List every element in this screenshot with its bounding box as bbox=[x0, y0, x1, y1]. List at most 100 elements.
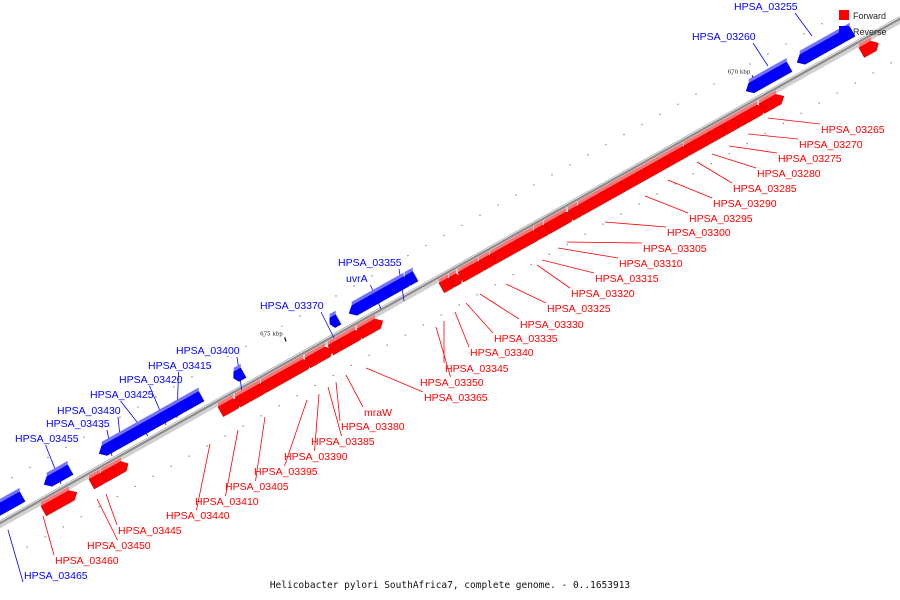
grid-dot bbox=[98, 506, 100, 508]
forward-leader-line bbox=[105, 493, 118, 526]
grid-dot bbox=[854, 82, 856, 84]
forward-gene-label: HPSA_03405 bbox=[225, 481, 289, 493]
reverse-gene-arrow bbox=[403, 271, 419, 286]
genome-backbone-highlight bbox=[0, 16, 900, 522]
reverse-gene-label: HPSA_03465 bbox=[24, 570, 88, 582]
forward-gene-top bbox=[260, 355, 303, 383]
forward-leader-line bbox=[255, 416, 266, 482]
grid-dot bbox=[47, 456, 49, 459]
grid-dot bbox=[587, 154, 589, 156]
reverse-gene-label: HPSA_03415 bbox=[148, 360, 212, 372]
forward-gene-label: HPSA_03325 bbox=[547, 303, 611, 315]
forward-leader-line bbox=[536, 264, 571, 289]
forward-gene-top bbox=[217, 394, 233, 408]
grid-dot bbox=[188, 455, 190, 457]
grid-dot bbox=[803, 33, 805, 35]
grid-dot bbox=[134, 485, 136, 488]
forward-leader-line bbox=[365, 367, 424, 393]
grid-dot bbox=[299, 315, 301, 317]
grid-dot bbox=[692, 173, 694, 175]
forward-leader-line bbox=[667, 179, 713, 199]
grid-dot bbox=[605, 144, 607, 146]
forward-gene-top bbox=[543, 208, 566, 225]
tick-label: 675 kbp bbox=[260, 331, 283, 337]
reverse-gene-label: HPSA_03435 bbox=[46, 418, 110, 430]
reverse-gene-arrow bbox=[233, 367, 247, 382]
forward-gene-label: HPSA_03290 bbox=[713, 198, 777, 210]
grid-dot bbox=[458, 304, 460, 306]
forward-gene-top bbox=[40, 486, 69, 507]
forward-leader-line bbox=[505, 283, 547, 304]
grid-dot bbox=[422, 324, 424, 326]
grid-dot bbox=[83, 436, 85, 438]
forward-leader-line bbox=[728, 145, 778, 154]
reverse-gene-top bbox=[46, 460, 68, 477]
forward-gene-label: HPSA_03390 bbox=[284, 451, 348, 463]
forward-gene-label: HPSA_03270 bbox=[799, 139, 863, 151]
grid-dot bbox=[620, 213, 622, 215]
forward-gene-label: HPSA_03350 bbox=[420, 377, 484, 389]
tick-label: 670 kbp bbox=[728, 70, 751, 76]
grid-dot bbox=[26, 546, 28, 548]
forward-gene-label: HPSA_03460 bbox=[55, 555, 119, 567]
forward-leader-line bbox=[767, 117, 821, 125]
grid-dot bbox=[872, 72, 874, 74]
grid-dot bbox=[785, 43, 787, 45]
grid-dot bbox=[530, 263, 532, 266]
reverse-gene-arrow bbox=[98, 437, 122, 456]
reverse-gene-label: HPSA_03255 bbox=[734, 1, 798, 13]
reverse-gene-top bbox=[101, 434, 116, 446]
grid-dot bbox=[533, 184, 535, 186]
grid-dot bbox=[389, 265, 391, 267]
reverse-gene-arrow bbox=[348, 276, 410, 316]
reverse-gene-top bbox=[0, 487, 20, 503]
forward-gene-label: HPSA_03330 bbox=[520, 319, 584, 331]
grid-dot bbox=[11, 477, 13, 479]
forward-gene-label: HPSA_03285 bbox=[733, 183, 797, 195]
forward-leader-line bbox=[465, 302, 494, 334]
forward-gene-top bbox=[109, 457, 121, 468]
grid-dot bbox=[767, 53, 769, 55]
forward-gene-top bbox=[448, 269, 456, 278]
legend: Forward Reverse bbox=[839, 10, 887, 37]
grid-dot bbox=[728, 152, 730, 155]
forward-gene-label: HPSA_03265 bbox=[821, 124, 885, 136]
forward-leader-line bbox=[696, 161, 733, 184]
reverse-gene-top bbox=[799, 22, 850, 55]
grid-dot bbox=[569, 164, 571, 166]
grid-dot bbox=[173, 386, 175, 388]
grid-dot bbox=[602, 223, 604, 225]
grid-dot bbox=[317, 305, 319, 307]
forward-leader-line bbox=[284, 399, 308, 467]
forward-gene-label: HPSA_03320 bbox=[571, 288, 635, 300]
forward-gene-arrow bbox=[40, 490, 78, 517]
grid-dot bbox=[353, 285, 355, 287]
forward-gene-label: HPSA_03310 bbox=[619, 258, 683, 270]
grid-dot bbox=[29, 466, 31, 469]
reverse-gene-top bbox=[114, 415, 149, 439]
forward-gene-label: HPSA_03280 bbox=[757, 168, 821, 180]
reverse-gene-label: HPSA_03455 bbox=[15, 433, 79, 445]
reverse-gene-label: HPSA_03425 bbox=[90, 389, 154, 401]
grid-dot bbox=[641, 123, 643, 126]
forward-gene-top bbox=[567, 201, 577, 211]
reverse-gene-arrow bbox=[0, 491, 26, 516]
grid-dot bbox=[512, 273, 514, 276]
grid-dot bbox=[386, 344, 388, 346]
forward-leader-line bbox=[225, 429, 239, 497]
reverse-gene-label: HPSA_03430 bbox=[57, 405, 121, 417]
legend-label-forward: Forward bbox=[853, 11, 886, 21]
forward-leader-line bbox=[604, 221, 667, 228]
grid-dot bbox=[152, 475, 154, 477]
forward-leader-line bbox=[541, 259, 595, 274]
forward-leader-line bbox=[327, 386, 342, 437]
grid-dot bbox=[62, 526, 64, 528]
grid-dot bbox=[335, 295, 337, 297]
grid-dot bbox=[296, 395, 298, 397]
reverse-leader-line bbox=[752, 42, 769, 67]
forward-gene-top bbox=[618, 154, 662, 183]
grid-dot bbox=[710, 163, 712, 165]
grid-dot bbox=[170, 465, 172, 467]
forward-leader-line bbox=[479, 293, 520, 320]
grid-dot bbox=[260, 415, 262, 417]
